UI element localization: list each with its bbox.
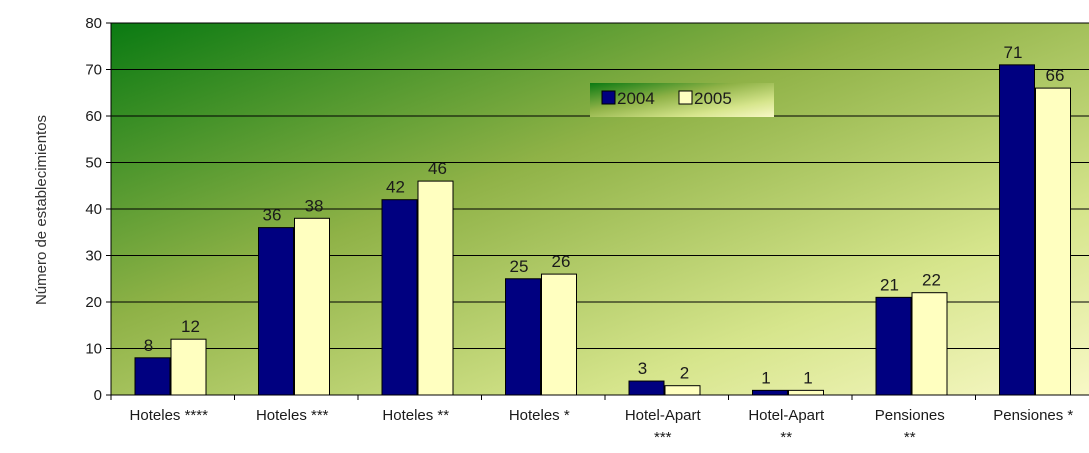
bar-2004 (134, 357, 171, 396)
data-label-2004: 1 (761, 368, 770, 387)
data-label-2005: 66 (1046, 66, 1065, 85)
bar-2005 (664, 385, 701, 396)
y-tick-label: 30 (85, 248, 102, 265)
y-tick-label: 10 (85, 341, 102, 358)
data-label-2004: 36 (263, 206, 282, 225)
x-tick-label: Hotel-Apart (748, 407, 825, 424)
legend-swatch-2004 (601, 90, 616, 105)
x-tick-label: Pensiones (875, 407, 945, 424)
bar-2004 (875, 296, 912, 396)
x-tick-label: Hotel-Apart (625, 407, 702, 424)
data-label-2004: 25 (510, 257, 529, 276)
x-tick-label: ** (780, 429, 792, 446)
y-tick-label: 60 (85, 108, 102, 125)
bar-2005 (294, 217, 330, 396)
x-axis: Hoteles **** Hoteles *** Hoteles ** Hoteles… (110, 394, 1089, 446)
x-tick-label: Hoteles **** (130, 407, 209, 424)
legend-swatch-2005 (678, 90, 693, 105)
x-tick-label: Pensiones * (993, 407, 1073, 424)
bar-2005 (1035, 87, 1071, 396)
y-tick-label: 40 (85, 201, 102, 218)
x-tick-label: Hoteles ** (382, 407, 449, 424)
bar-2005 (417, 180, 454, 396)
legend-label-2004: 2004 (617, 89, 655, 108)
x-tick-label: Hoteles * (509, 407, 570, 424)
y-tick-label: 50 (85, 155, 102, 172)
data-label-2004: 8 (144, 336, 153, 355)
bar-2004 (752, 389, 788, 396)
x-tick-label: *** (654, 429, 672, 446)
bar-2005 (170, 338, 207, 396)
y-tick-label: 80 (85, 15, 102, 32)
legend: 2004 2005 (590, 83, 774, 117)
bar-2004 (628, 380, 665, 396)
y-tick-label: 70 (85, 62, 102, 79)
data-label-2005: 46 (428, 159, 447, 178)
data-label-2005: 26 (552, 252, 571, 271)
bar-2005 (541, 273, 577, 396)
data-label-2005: 12 (181, 317, 200, 336)
data-label-2004: 71 (1004, 43, 1023, 62)
bar-2004 (999, 64, 1035, 396)
data-label-2005: 38 (305, 196, 324, 215)
y-axis: 0 10 20 30 40 50 60 70 80 (85, 15, 112, 404)
legend-label-2005: 2005 (694, 89, 732, 108)
y-axis-label: Número de establecimientos (33, 115, 50, 305)
data-label-2004: 3 (638, 359, 647, 378)
x-tick-label: ** (904, 429, 916, 446)
y-tick-label: 0 (94, 387, 102, 404)
y-tick-label: 20 (85, 294, 102, 311)
bar-2005 (788, 389, 824, 396)
bar-2004 (505, 278, 541, 396)
data-label-2004: 21 (880, 275, 899, 294)
bar-2005 (911, 292, 948, 396)
data-label-2004: 42 (386, 178, 405, 197)
data-label-2005: 1 (803, 368, 812, 387)
x-tick-label: Hoteles *** (256, 407, 329, 424)
bar-2004 (258, 227, 294, 396)
bar-2004 (381, 199, 418, 396)
data-label-2005: 22 (922, 271, 941, 290)
data-label-2005: 2 (680, 364, 689, 383)
